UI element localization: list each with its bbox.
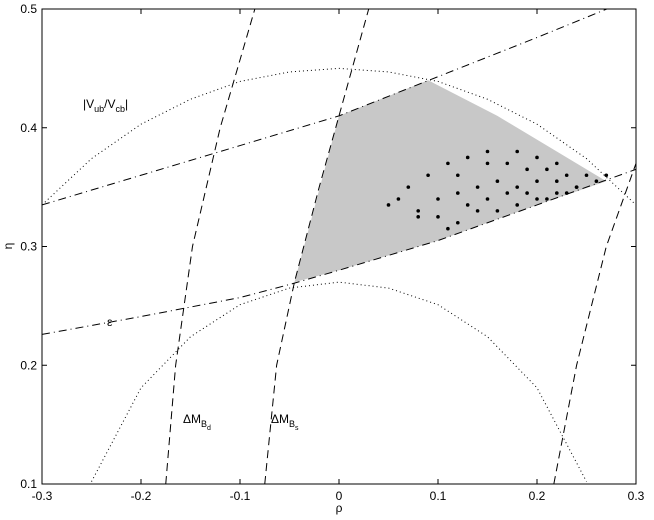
scatter-point	[535, 179, 539, 183]
x-tick-label: 0.3	[628, 489, 645, 503]
annotation-part: |	[125, 97, 128, 111]
constraint-curve	[165, 9, 256, 484]
x-tick-label: -0.2	[131, 489, 152, 503]
scatter-point	[535, 197, 539, 201]
scatter-point	[465, 203, 470, 207]
annotation-part: B	[289, 419, 295, 429]
scatter-point	[386, 203, 391, 207]
scatter-point	[555, 191, 559, 195]
scatter-point	[495, 209, 500, 213]
scatter-point	[426, 173, 430, 178]
scatter-point	[446, 161, 450, 166]
annotation: ε	[107, 315, 113, 329]
x-tick-label: 0.1	[430, 489, 447, 503]
constraint-curve	[553, 163, 636, 484]
scatter-point	[555, 161, 559, 166]
scatter-point	[436, 197, 440, 201]
scatter-point	[416, 209, 421, 213]
scatter-point	[515, 185, 519, 189]
annotation-part: ε	[107, 315, 113, 329]
scatter-point	[564, 173, 569, 178]
annotation: ΔMBd	[183, 412, 211, 432]
constraint-curve	[42, 67, 636, 206]
scatter-point	[574, 185, 579, 189]
scatter-point	[535, 155, 539, 160]
scatter-point	[485, 197, 490, 201]
scatter-point	[485, 149, 490, 154]
scatter-point	[505, 191, 510, 195]
y-axis-label: η	[1, 243, 15, 250]
scatter-point	[545, 167, 549, 172]
scatter-point	[446, 226, 450, 231]
y-tick-label: 0.1	[20, 477, 37, 491]
scatter-point	[475, 209, 480, 213]
scatter-point	[465, 155, 470, 160]
scatter-point	[416, 215, 421, 219]
x-tick-label: 0.2	[529, 489, 546, 503]
scatter-point	[555, 179, 559, 183]
annotation-part: |V	[83, 97, 94, 111]
annotation-part: ΔM	[271, 412, 289, 426]
annotation-part: B	[201, 419, 207, 429]
x-tick-label: -0.1	[230, 489, 251, 503]
x-tick-label: -0.3	[32, 489, 53, 503]
annotation-part: /V	[104, 97, 115, 111]
scatter-point	[456, 173, 460, 178]
scatter-point	[525, 191, 529, 195]
scatter-point	[604, 173, 609, 178]
plot-content	[42, 9, 636, 484]
constraint-curve	[42, 168, 636, 335]
y-tick-label: 0.5	[20, 2, 37, 16]
scatter-point	[495, 179, 500, 183]
scatter-point	[515, 149, 519, 154]
annotation-part: ΔM	[183, 412, 201, 426]
scatter-point	[594, 179, 599, 183]
constraint-curve	[42, 9, 609, 206]
constraint-curve	[264, 9, 370, 484]
scatter-point	[584, 173, 589, 178]
y-tick-label: 0.2	[20, 358, 37, 372]
annotation-part: cb	[115, 104, 125, 114]
scatter-point	[545, 197, 549, 201]
annotation: ΔMBs	[271, 412, 299, 432]
scatter-point	[485, 161, 490, 166]
scatter-point	[525, 167, 529, 172]
y-tick-label: 0.3	[20, 240, 37, 254]
scatter-point	[406, 185, 411, 189]
annotation: |Vub/Vcb|	[83, 97, 128, 114]
scatter-point	[475, 185, 480, 189]
scatter-point	[396, 197, 401, 201]
y-tick-label: 0.4	[20, 121, 37, 135]
scatter-point	[564, 191, 569, 195]
allowed-region	[294, 80, 607, 283]
scatter-point	[505, 161, 510, 166]
annotation-part: s	[295, 425, 299, 432]
scatter-point	[515, 203, 519, 207]
annotation-part: d	[207, 425, 211, 432]
scatter-point	[456, 220, 460, 225]
x-axis-label: ρ	[336, 501, 343, 515]
scatter-point	[456, 191, 460, 195]
scatter-point	[436, 215, 440, 219]
annotation-part: ub	[94, 104, 104, 114]
x-tick-label: 0	[336, 489, 343, 503]
